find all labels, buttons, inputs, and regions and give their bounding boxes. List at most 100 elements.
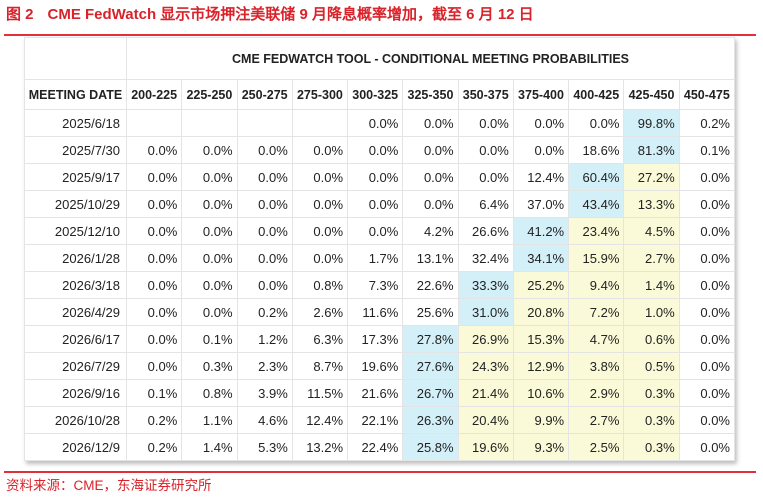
probability-cell: 21.6% xyxy=(347,379,404,407)
probability-cell: 0.0% xyxy=(181,244,238,272)
probability-cell: 0.0% xyxy=(402,136,459,164)
probability-cell: 0.3% xyxy=(623,433,680,461)
probability-cell: 23.4% xyxy=(568,217,625,245)
probability-cell xyxy=(125,109,183,137)
table-row: 2026/12/9 0.2% 1.4% 5.3% 13.2% 22.4% 25.8% 19.6… xyxy=(24,433,736,461)
probability-cell xyxy=(181,109,238,137)
meeting-date: 2025/7/30 xyxy=(24,136,127,164)
probability-cell: 26.3% xyxy=(402,406,459,434)
probability-cell: 0.1% xyxy=(181,325,238,353)
probability-cell: 12.4% xyxy=(512,163,570,191)
meeting-date: 2025/6/18 xyxy=(24,109,127,137)
probability-cell: 31.0% xyxy=(457,298,514,326)
probability-cell: 26.9% xyxy=(457,325,514,353)
probability-cell: 10.6% xyxy=(512,379,570,407)
probability-cell: 0.0% xyxy=(457,136,514,164)
probability-cell: 60.4% xyxy=(568,163,625,191)
probability-cell: 0.0% xyxy=(347,190,404,218)
table-row: 2026/10/28 0.2% 1.1% 4.6% 12.4% 22.1% 26.3% 20.… xyxy=(24,406,736,434)
probability-cell: 0.6% xyxy=(623,325,680,353)
probability-cell: 0.0% xyxy=(347,217,404,245)
column-header: 425-450 xyxy=(623,79,680,110)
probability-cell: 0.0% xyxy=(678,271,736,299)
probability-cell: 0.0% xyxy=(181,217,238,245)
probability-cell: 9.4% xyxy=(568,271,625,299)
probability-cell: 0.0% xyxy=(568,109,625,137)
probability-cell: 5.3% xyxy=(236,433,293,461)
probability-cell: 99.8% xyxy=(623,109,680,137)
probability-cell: 0.0% xyxy=(347,109,404,137)
figure-number: 图 2 xyxy=(6,6,34,23)
column-header: 325-350 xyxy=(402,79,459,110)
probability-cell: 1.4% xyxy=(181,433,238,461)
probability-cell: 0.0% xyxy=(347,163,404,191)
probability-cell: 13.2% xyxy=(291,433,349,461)
probability-cell: 34.1% xyxy=(512,244,570,272)
column-header-row: MEETING DATE 200-225 225-250 250-275 275-300… xyxy=(24,79,736,110)
table-row: 2025/6/18 0.0% 0.0% 0.0% 0.0% 0.0% 99.8% 0.2% xyxy=(24,109,736,137)
probability-cell: 4.2% xyxy=(402,217,459,245)
footer-divider xyxy=(4,471,756,473)
probability-cell: 27.2% xyxy=(623,163,680,191)
column-header: 350-375 xyxy=(457,79,514,110)
figure-title: 图 2 CME FedWatch 显示市场押注美联储 9 月降息概率增加，截至 6… xyxy=(6,3,534,24)
probability-cell: 25.8% xyxy=(402,433,459,461)
probability-cell: 0.0% xyxy=(678,190,736,218)
probability-cell: 0.2% xyxy=(125,406,183,434)
table-row: 2026/6/17 0.0% 0.1% 1.2% 6.3% 17.3% 27.8% 26.9%… xyxy=(24,325,736,353)
column-header: 450-475 xyxy=(678,79,736,110)
fedwatch-table: CME FEDWATCH TOOL - CONDITIONAL MEETING … xyxy=(24,37,736,461)
probability-cell: 0.0% xyxy=(347,136,404,164)
probability-cell: 0.0% xyxy=(678,163,736,191)
probability-cell: 0.0% xyxy=(236,190,293,218)
probability-cell: 15.3% xyxy=(512,325,570,353)
probability-cell: 26.7% xyxy=(402,379,459,407)
probability-cell: 0.2% xyxy=(236,298,293,326)
probability-cell: 0.0% xyxy=(125,190,183,218)
probability-cell: 11.5% xyxy=(291,379,349,407)
table-row: 2026/9/16 0.1% 0.8% 3.9% 11.5% 21.6% 26.7% 21.4… xyxy=(24,379,736,407)
probability-cell: 0.0% xyxy=(181,136,238,164)
table-row: 2026/7/29 0.0% 0.3% 2.3% 8.7% 19.6% 27.6% 24.3%… xyxy=(24,352,736,380)
probability-cell: 0.0% xyxy=(457,163,514,191)
probability-cell: 2.3% xyxy=(236,352,293,380)
probability-cell: 0.0% xyxy=(402,190,459,218)
table-row: 2026/4/29 0.0% 0.0% 0.2% 2.6% 11.6% 25.6% 31.0%… xyxy=(24,298,736,326)
probability-cell: 0.2% xyxy=(678,109,736,137)
probability-cell: 0.0% xyxy=(512,136,570,164)
probability-cell: 0.0% xyxy=(236,271,293,299)
probability-cell: 43.4% xyxy=(568,190,625,218)
probability-cell: 0.0% xyxy=(125,352,183,380)
probability-cell: 9.9% xyxy=(512,406,570,434)
probability-cell: 0.0% xyxy=(291,244,349,272)
column-header: 300-325 xyxy=(347,79,404,110)
probability-cell: 0.8% xyxy=(291,271,349,299)
probability-cell: 22.6% xyxy=(402,271,459,299)
probability-cell: 0.0% xyxy=(236,244,293,272)
probability-cell: 8.7% xyxy=(291,352,349,380)
probability-cell: 22.4% xyxy=(347,433,404,461)
probability-cell: 1.7% xyxy=(347,244,404,272)
probability-cell: 0.0% xyxy=(181,271,238,299)
probability-cell: 0.0% xyxy=(236,136,293,164)
table-row: 2025/10/29 0.0% 0.0% 0.0% 0.0% 0.0% 0.0% 6.4% 37… xyxy=(24,190,736,218)
probability-cell: 0.0% xyxy=(125,244,183,272)
probability-cell: 15.9% xyxy=(568,244,625,272)
probability-cell: 0.0% xyxy=(291,163,349,191)
meeting-date: 2026/3/18 xyxy=(24,271,127,299)
probability-cell: 81.3% xyxy=(623,136,680,164)
column-header: 225-250 xyxy=(181,79,238,110)
probability-cell: 0.1% xyxy=(125,379,183,407)
probability-cell: 0.3% xyxy=(623,406,680,434)
probability-cell: 9.3% xyxy=(512,433,570,461)
probability-cell: 20.8% xyxy=(512,298,570,326)
meeting-date: 2025/9/17 xyxy=(24,163,127,191)
probability-cell: 0.0% xyxy=(678,217,736,245)
probability-cell: 0.0% xyxy=(291,190,349,218)
column-header: 200-225 xyxy=(125,79,183,110)
probability-cell: 0.0% xyxy=(181,190,238,218)
probability-cell: 17.3% xyxy=(347,325,404,353)
probability-cell: 25.6% xyxy=(402,298,459,326)
probability-cell: 0.2% xyxy=(125,433,183,461)
probability-cell: 0.0% xyxy=(678,352,736,380)
